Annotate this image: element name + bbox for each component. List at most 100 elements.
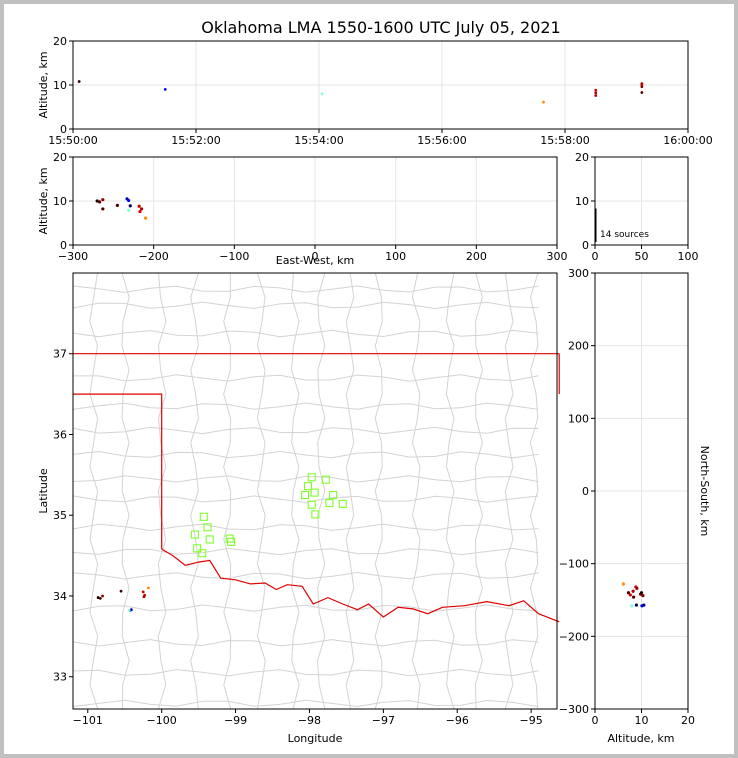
county-line-vertical <box>223 273 232 710</box>
y-tick-label: 33 <box>53 671 67 684</box>
eastwest-altitude-point <box>138 209 142 214</box>
x-tick-label: −99 <box>224 714 247 727</box>
northsouth-altitude-point <box>630 604 634 608</box>
county-line-vertical <box>445 272 455 710</box>
y-tick-label: 37 <box>53 348 67 361</box>
x-tick-label: −96 <box>446 714 469 727</box>
county-line-horizontal <box>72 329 539 338</box>
x-tick-label: 15:50:00 <box>48 134 97 147</box>
county-line-horizontal <box>72 450 539 459</box>
y-tick-label: 10 <box>575 195 589 208</box>
source-point <box>101 594 104 598</box>
y-tick-label: 35 <box>53 509 67 522</box>
map-frame <box>72 272 558 710</box>
northsouth-altitude-point <box>626 591 631 595</box>
eastwest-altitude-point <box>115 203 119 207</box>
county-lines <box>72 272 539 710</box>
y-tick-label: 20 <box>53 151 67 164</box>
x-tick-label: −95 <box>520 714 543 727</box>
county-line-vertical <box>474 272 483 710</box>
y-tick-label: 34 <box>53 590 67 603</box>
state-border <box>73 353 560 623</box>
y-tick-label: −100 <box>559 558 589 571</box>
time-altitude-point <box>163 88 167 91</box>
county-line-vertical <box>190 272 199 710</box>
network-station <box>303 482 313 491</box>
x-tick-label: 15:52:00 <box>171 134 220 147</box>
chart-title: Oklahoma LMA 1550-1600 UTC July 05, 2021 <box>201 18 560 37</box>
y-tick-label: −200 <box>559 630 589 643</box>
state-border-panhandle <box>73 393 163 550</box>
time-altitude-point <box>640 83 644 87</box>
northsouth-altitude-panel: 0 10 20 −300 −200 −100 0 100 200 300 Altitude, km… <box>559 267 711 745</box>
county-line-horizontal <box>72 699 539 708</box>
time-altitude-point <box>594 88 598 92</box>
x-tick-label: 50 <box>635 250 649 263</box>
county-line-horizontal <box>72 639 539 647</box>
northsouth-altitude-point <box>635 586 639 590</box>
county-line-vertical <box>529 272 539 710</box>
eastwest-altitude-point <box>95 199 99 203</box>
county-line-horizontal <box>72 426 539 435</box>
y-tick-label: 100 <box>568 412 589 425</box>
network-station <box>205 535 214 544</box>
county-line-vertical <box>89 272 99 710</box>
x-tick-label: −97 <box>372 714 395 727</box>
county-line-vertical <box>374 272 383 710</box>
network-station <box>193 544 202 553</box>
x-tick-label: −100 <box>147 714 177 727</box>
x-tick-label: 16:00:00 <box>663 134 712 147</box>
time-altitude-point <box>77 80 81 83</box>
county-line-horizontal <box>72 604 539 612</box>
x-tick-label: 0 <box>312 250 319 263</box>
source-point <box>96 596 100 599</box>
network-station <box>307 500 316 509</box>
x-tick-label: −300 <box>58 250 88 263</box>
y-tick-label: 200 <box>568 340 589 353</box>
x-tick-label: 15:54:00 <box>294 134 343 147</box>
y-tick-label: 20 <box>575 151 589 164</box>
county-line-horizontal <box>72 285 539 293</box>
county-line-horizontal <box>72 523 539 532</box>
county-line-vertical <box>157 272 167 710</box>
network-station <box>307 473 316 482</box>
county-line-vertical <box>316 272 326 710</box>
northsouth-altitude-point <box>639 591 644 595</box>
eastwest-altitude-point <box>128 204 132 208</box>
x-tick-label: 10 <box>635 714 649 727</box>
altitude-histogram-panel: 0 50 100 0 10 20 14 sources <box>575 151 699 263</box>
x-tick-label: 0 <box>592 250 599 263</box>
y-tick-label: 0 <box>60 123 67 136</box>
y-tick-label: 0 <box>582 485 589 498</box>
y-tick-label: 36 <box>53 428 67 441</box>
county-line-horizontal <box>72 668 539 677</box>
northsouth-altitude-point <box>621 582 625 586</box>
x-tick-label: 15:56:00 <box>417 134 466 147</box>
network-station <box>227 537 236 546</box>
county-line-vertical <box>504 272 514 710</box>
x-tick-label: 300 <box>547 250 568 263</box>
time-altitude-point <box>594 91 598 95</box>
x-tick-label: 15:58:00 <box>540 134 589 147</box>
longitude-xlabel: Longitude <box>288 732 343 745</box>
source-point <box>129 608 133 612</box>
eastwest-altitude-point <box>98 200 102 204</box>
source-point <box>127 609 131 612</box>
source-point <box>98 596 102 600</box>
eastwest-altitude-point <box>127 198 131 203</box>
latitude-ylabel: Latitude <box>37 468 50 514</box>
source-point <box>146 586 150 590</box>
time-altitude-point <box>594 94 598 97</box>
eastwest-altitude-point <box>101 207 105 211</box>
time-altitude-point <box>320 92 324 96</box>
county-line-horizontal <box>73 374 539 382</box>
source-count-note: 14 sources <box>600 230 649 240</box>
network-station <box>300 490 310 500</box>
altitude-time-ylabel: Altitude, km <box>37 51 50 118</box>
y-tick-label: 300 <box>568 267 589 280</box>
altitude-eastwest-panel: −300 −200 −100 0 100 200 300 0 10 20 East-West, k… <box>37 151 568 267</box>
altitude-time-panel: 15:50:00 15:52:00 15:54:00 15:56:00 15:58:00… <box>37 35 713 147</box>
source-point <box>119 589 123 593</box>
x-tick-label: −98 <box>298 714 321 727</box>
eastwest-altitude-point <box>127 208 131 212</box>
